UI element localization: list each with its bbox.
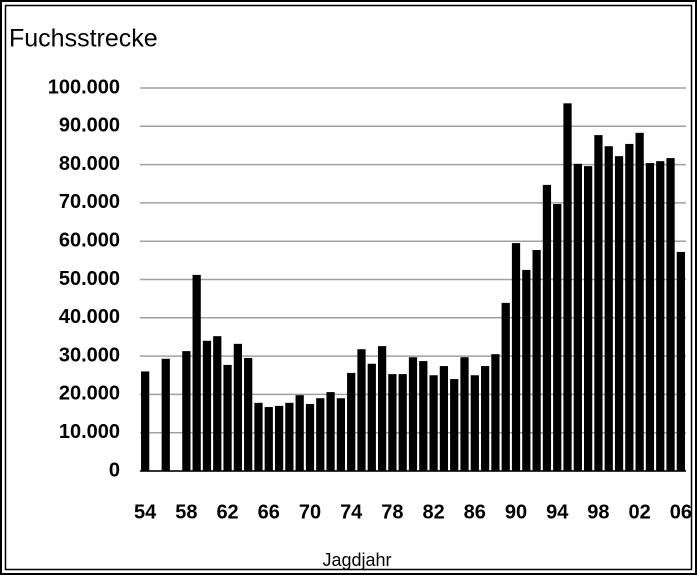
x-tick-label: 66: [258, 501, 280, 523]
bar: [202, 340, 212, 471]
y-tick-label: 100.000: [48, 76, 120, 98]
x-tick-label: 82: [422, 501, 444, 523]
bar: [233, 343, 242, 471]
bar: [645, 163, 655, 471]
y-tick-label: 50.000: [59, 268, 120, 290]
bar: [244, 358, 253, 471]
bar: [419, 361, 428, 471]
bar: [470, 375, 479, 471]
x-tick-label: 90: [505, 501, 527, 523]
bar: [398, 374, 407, 471]
x-tick-label: 54: [134, 501, 157, 523]
x-tick-label: 62: [216, 501, 238, 523]
bar: [377, 346, 387, 471]
bar: [460, 357, 469, 471]
x-axis-label: Jagdjahr: [322, 550, 391, 570]
chart-title: Fuchsstrecke: [9, 25, 158, 53]
bar: [511, 243, 521, 471]
bar: [347, 372, 356, 471]
x-tick-label: 74: [340, 501, 363, 523]
bar: [573, 163, 582, 472]
bar: [532, 250, 541, 471]
bar: [274, 405, 284, 471]
bar: [429, 375, 438, 471]
inner-frame: [4, 4, 693, 571]
bar: [522, 269, 531, 471]
y-tick-label: 0: [109, 459, 120, 481]
bar: [336, 398, 346, 471]
bar: [192, 274, 201, 471]
y-tick-label: 80.000: [59, 153, 120, 175]
bar: [326, 392, 335, 471]
x-tick-label: 02: [629, 501, 651, 523]
bar: [491, 354, 500, 471]
bar: [316, 398, 325, 471]
bar: [666, 158, 675, 472]
x-tick-label: 06: [670, 501, 692, 523]
bar: [223, 364, 232, 471]
bar: [182, 351, 191, 471]
bar: [625, 143, 634, 471]
bar: [264, 407, 273, 471]
bar: [480, 366, 490, 471]
bar: [594, 135, 603, 471]
bar: [285, 402, 294, 471]
bar: [676, 251, 685, 471]
bar: [450, 379, 459, 471]
bar: [357, 349, 366, 471]
bar: [161, 358, 170, 471]
y-tick-label: 30.000: [59, 344, 120, 366]
x-tick-label: 98: [587, 501, 609, 523]
bar: [254, 402, 263, 471]
bar: [388, 374, 397, 471]
y-tick-label: 20.000: [59, 383, 120, 405]
bar: [213, 336, 222, 471]
bar: [305, 403, 315, 471]
bar: [614, 156, 624, 471]
bar: [604, 146, 613, 471]
y-tick-label: 90.000: [59, 115, 120, 137]
bar: [553, 204, 562, 471]
x-tick-label: 78: [381, 501, 403, 523]
bar: [542, 184, 552, 472]
bar: [656, 161, 665, 471]
x-tick-label: 94: [546, 501, 569, 523]
y-tick-label: 40.000: [59, 306, 120, 328]
x-tick-label: 70: [299, 501, 321, 523]
y-tick-label: 60.000: [59, 229, 120, 251]
bar: [584, 166, 593, 471]
y-tick-label: 70.000: [59, 191, 120, 213]
bar: [367, 363, 376, 471]
bar: [439, 366, 449, 471]
bar: [295, 395, 304, 471]
bar: [501, 302, 510, 471]
bar: [635, 132, 644, 471]
bar: [408, 357, 418, 471]
bar: [141, 371, 150, 471]
x-tick-label: 58: [175, 501, 197, 523]
x-tick-label: 86: [464, 501, 486, 523]
bar: [563, 103, 572, 471]
y-tick-label: 10.000: [59, 421, 120, 443]
